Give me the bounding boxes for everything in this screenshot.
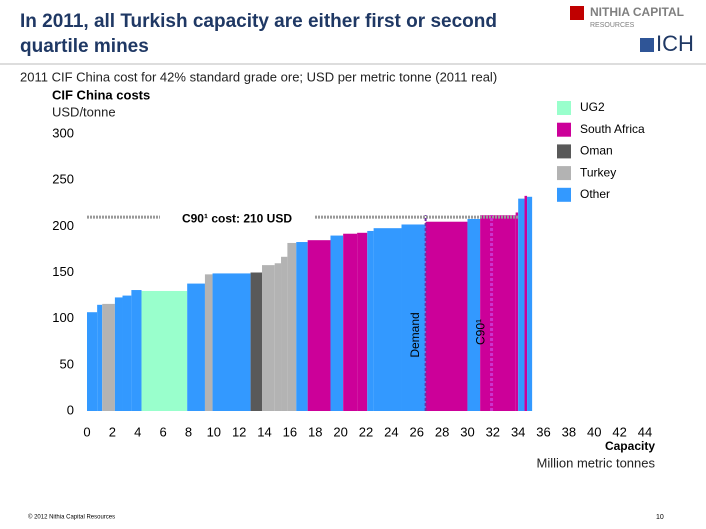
y-label: CIF China costs <box>52 87 150 102</box>
x-tick-label: 4 <box>134 424 141 439</box>
cost-bar <box>307 240 331 411</box>
x-tick-label: 40 <box>587 424 601 439</box>
cost-bar <box>480 215 516 411</box>
x-tick-label: 24 <box>384 424 398 439</box>
cost-bar <box>343 233 358 411</box>
x-tick-label: 14 <box>257 424 271 439</box>
x-tick-label: 36 <box>536 424 550 439</box>
cost-bar <box>262 265 275 411</box>
cost-bar <box>131 290 142 411</box>
page-number: 10 <box>656 514 664 521</box>
x-tick-label: 32 <box>486 424 500 439</box>
cost-bar <box>330 235 344 411</box>
x-tick-label: 10 <box>207 424 221 439</box>
legend-label: Other <box>580 187 610 201</box>
title-line: quartile mines <box>20 36 149 57</box>
x-tick-label: 0 <box>83 424 90 439</box>
c90-label: C90¹ <box>474 319 488 345</box>
legend-swatch <box>557 187 571 202</box>
x-tick-label: 28 <box>435 424 449 439</box>
x-tick-label: 34 <box>511 424 525 439</box>
y-tick-label: 50 <box>60 356 74 371</box>
legend-label: South Africa <box>580 122 645 136</box>
x-tick-label: 42 <box>612 424 626 439</box>
cost-bar <box>122 295 132 411</box>
y-tick-label: 150 <box>52 264 74 279</box>
cost-bar <box>102 303 115 411</box>
cost-bar <box>87 312 98 411</box>
cost-bar <box>425 221 468 411</box>
x-tick-label: 8 <box>185 424 192 439</box>
x-unit: Million metric tonnes <box>537 455 656 470</box>
logo-mark <box>570 6 584 20</box>
y-unit: USD/tonne <box>52 104 116 119</box>
legend-label: Turkey <box>580 165 616 179</box>
x-tick-label: 20 <box>333 424 347 439</box>
cost-bar <box>97 304 103 411</box>
cost-bar <box>527 196 533 411</box>
x-tick-label: 12 <box>232 424 246 439</box>
x-tick-label: 6 <box>159 424 166 439</box>
logo-text: ICH <box>656 31 694 56</box>
cost-bar <box>250 272 263 411</box>
cost-bar <box>204 274 213 411</box>
cost-bar <box>212 273 251 411</box>
logo-text: RESOURCES <box>590 22 635 29</box>
legend-swatch <box>557 144 571 159</box>
copyright: © 2012 Nithia Capital Resources <box>28 514 115 521</box>
cost-bar <box>367 230 374 411</box>
x-tick-label: 30 <box>460 424 474 439</box>
title-line: In 2011, all Turkish capacity are either… <box>20 11 497 32</box>
cost-bar <box>296 242 308 411</box>
y-tick-label: 0 <box>67 402 74 417</box>
cost-bar <box>373 228 402 411</box>
x-tick-label: 18 <box>308 424 322 439</box>
demand-label: Demand <box>408 312 422 357</box>
legend-swatch <box>557 101 571 115</box>
cost-bar <box>518 198 525 411</box>
x-tick-label: 2 <box>109 424 116 439</box>
x-tick-label: 26 <box>409 424 423 439</box>
cost-bar <box>401 224 426 411</box>
cost-bar <box>141 290 188 411</box>
x-tick-label: 44 <box>638 424 652 439</box>
cost-bar <box>357 232 368 411</box>
legend-label: UG2 <box>580 100 605 114</box>
y-tick-label: 100 <box>52 310 74 325</box>
y-tick-label: 300 <box>52 125 74 140</box>
cost-bar <box>515 212 519 411</box>
legend-swatch <box>557 166 571 181</box>
cost-bar <box>287 242 297 411</box>
legend-swatch <box>557 122 571 137</box>
cost-bar <box>187 283 205 411</box>
x-label: Capacity <box>605 439 655 453</box>
cost-label: C90¹ cost: 210 USD <box>182 211 292 225</box>
cost-bar <box>114 297 123 411</box>
x-tick-label: 22 <box>359 424 373 439</box>
x-tick-label: 16 <box>283 424 297 439</box>
y-tick-label: 200 <box>52 218 74 233</box>
legend-label: Oman <box>580 144 613 158</box>
logo-mark <box>640 38 654 52</box>
cost-bar <box>281 256 288 411</box>
cost-bar <box>274 263 282 411</box>
cost-bar <box>524 195 528 411</box>
logo-text: NITHIA CAPITAL <box>590 5 684 19</box>
x-tick-label: 38 <box>562 424 576 439</box>
y-tick-label: 250 <box>52 172 74 187</box>
cost-bar <box>467 218 481 411</box>
subtitle: 2011 CIF China cost for 42% standard gra… <box>20 69 497 84</box>
